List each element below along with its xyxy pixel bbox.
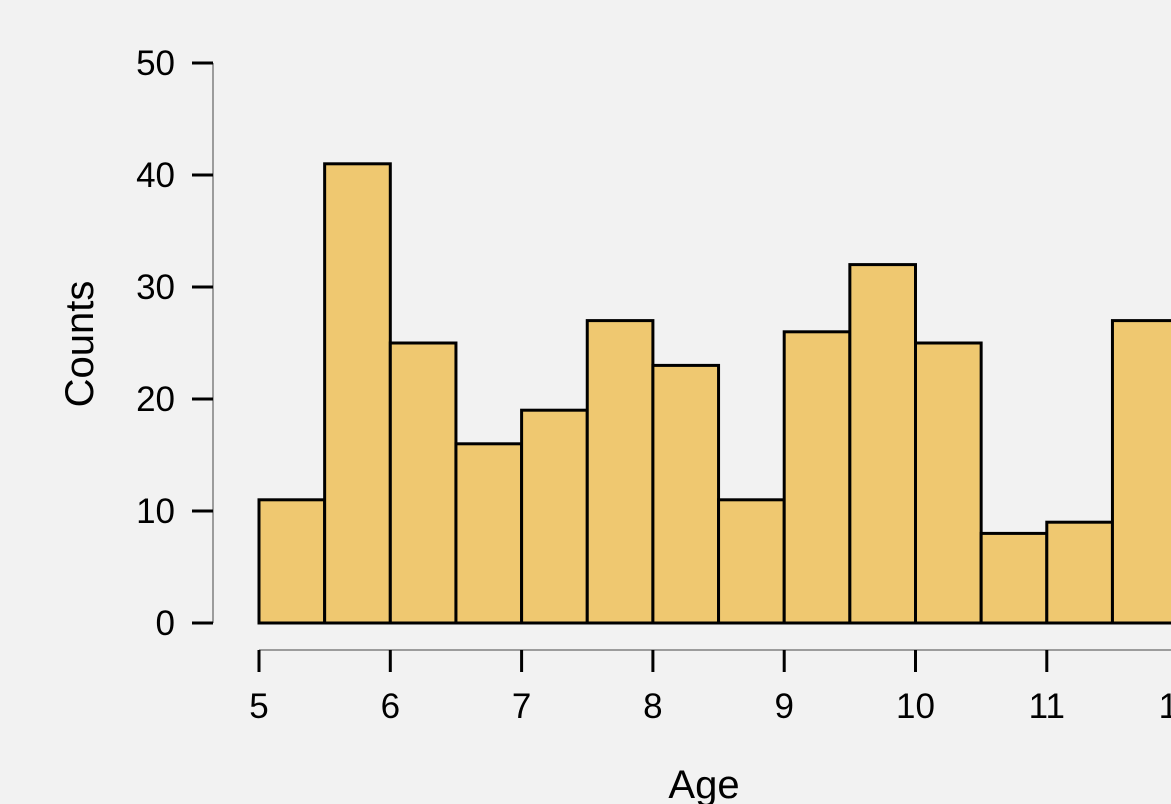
y-tick-label: 20 <box>136 380 175 419</box>
x-tick-label: 5 <box>249 687 268 726</box>
x-axis-title: Age <box>668 763 739 804</box>
histogram-bar <box>454 442 524 625</box>
x-axis: 5 6 7 8 9 10 11 12 <box>249 649 1171 726</box>
histogram-bar <box>257 498 327 625</box>
histogram-bar <box>1045 520 1114 625</box>
x-tick-label: 11 <box>1029 687 1065 726</box>
histogram-bar <box>782 330 852 625</box>
histogram-bar <box>323 162 392 625</box>
histogram-bar <box>914 341 983 625</box>
x-tick-label: 9 <box>774 687 793 726</box>
x-tick-label: 8 <box>643 687 662 726</box>
histogram-bar <box>651 363 721 625</box>
y-tick-label: 40 <box>136 156 175 195</box>
y-tick-label: 50 <box>136 44 175 83</box>
histogram-bar <box>388 341 458 625</box>
histogram-bar <box>585 319 655 625</box>
histogram-bar <box>520 408 589 625</box>
y-tick-label: 30 <box>136 268 175 307</box>
x-tick-label: 7 <box>512 687 531 726</box>
bars <box>257 162 1171 625</box>
histogram-bar <box>1110 319 1171 625</box>
histogram-bar <box>717 498 786 625</box>
y-tick-label: 10 <box>136 492 175 531</box>
y-axis: 0 10 20 30 40 50 <box>136 44 214 643</box>
histogram-bar <box>848 263 917 625</box>
y-tick-label: 0 <box>156 604 175 643</box>
x-tick-label: 6 <box>381 687 400 726</box>
x-tick-label: 12 <box>1159 687 1171 726</box>
histogram-bar <box>979 531 1049 625</box>
y-axis-title: Counts <box>58 281 102 408</box>
x-tick-label: 10 <box>896 687 935 726</box>
